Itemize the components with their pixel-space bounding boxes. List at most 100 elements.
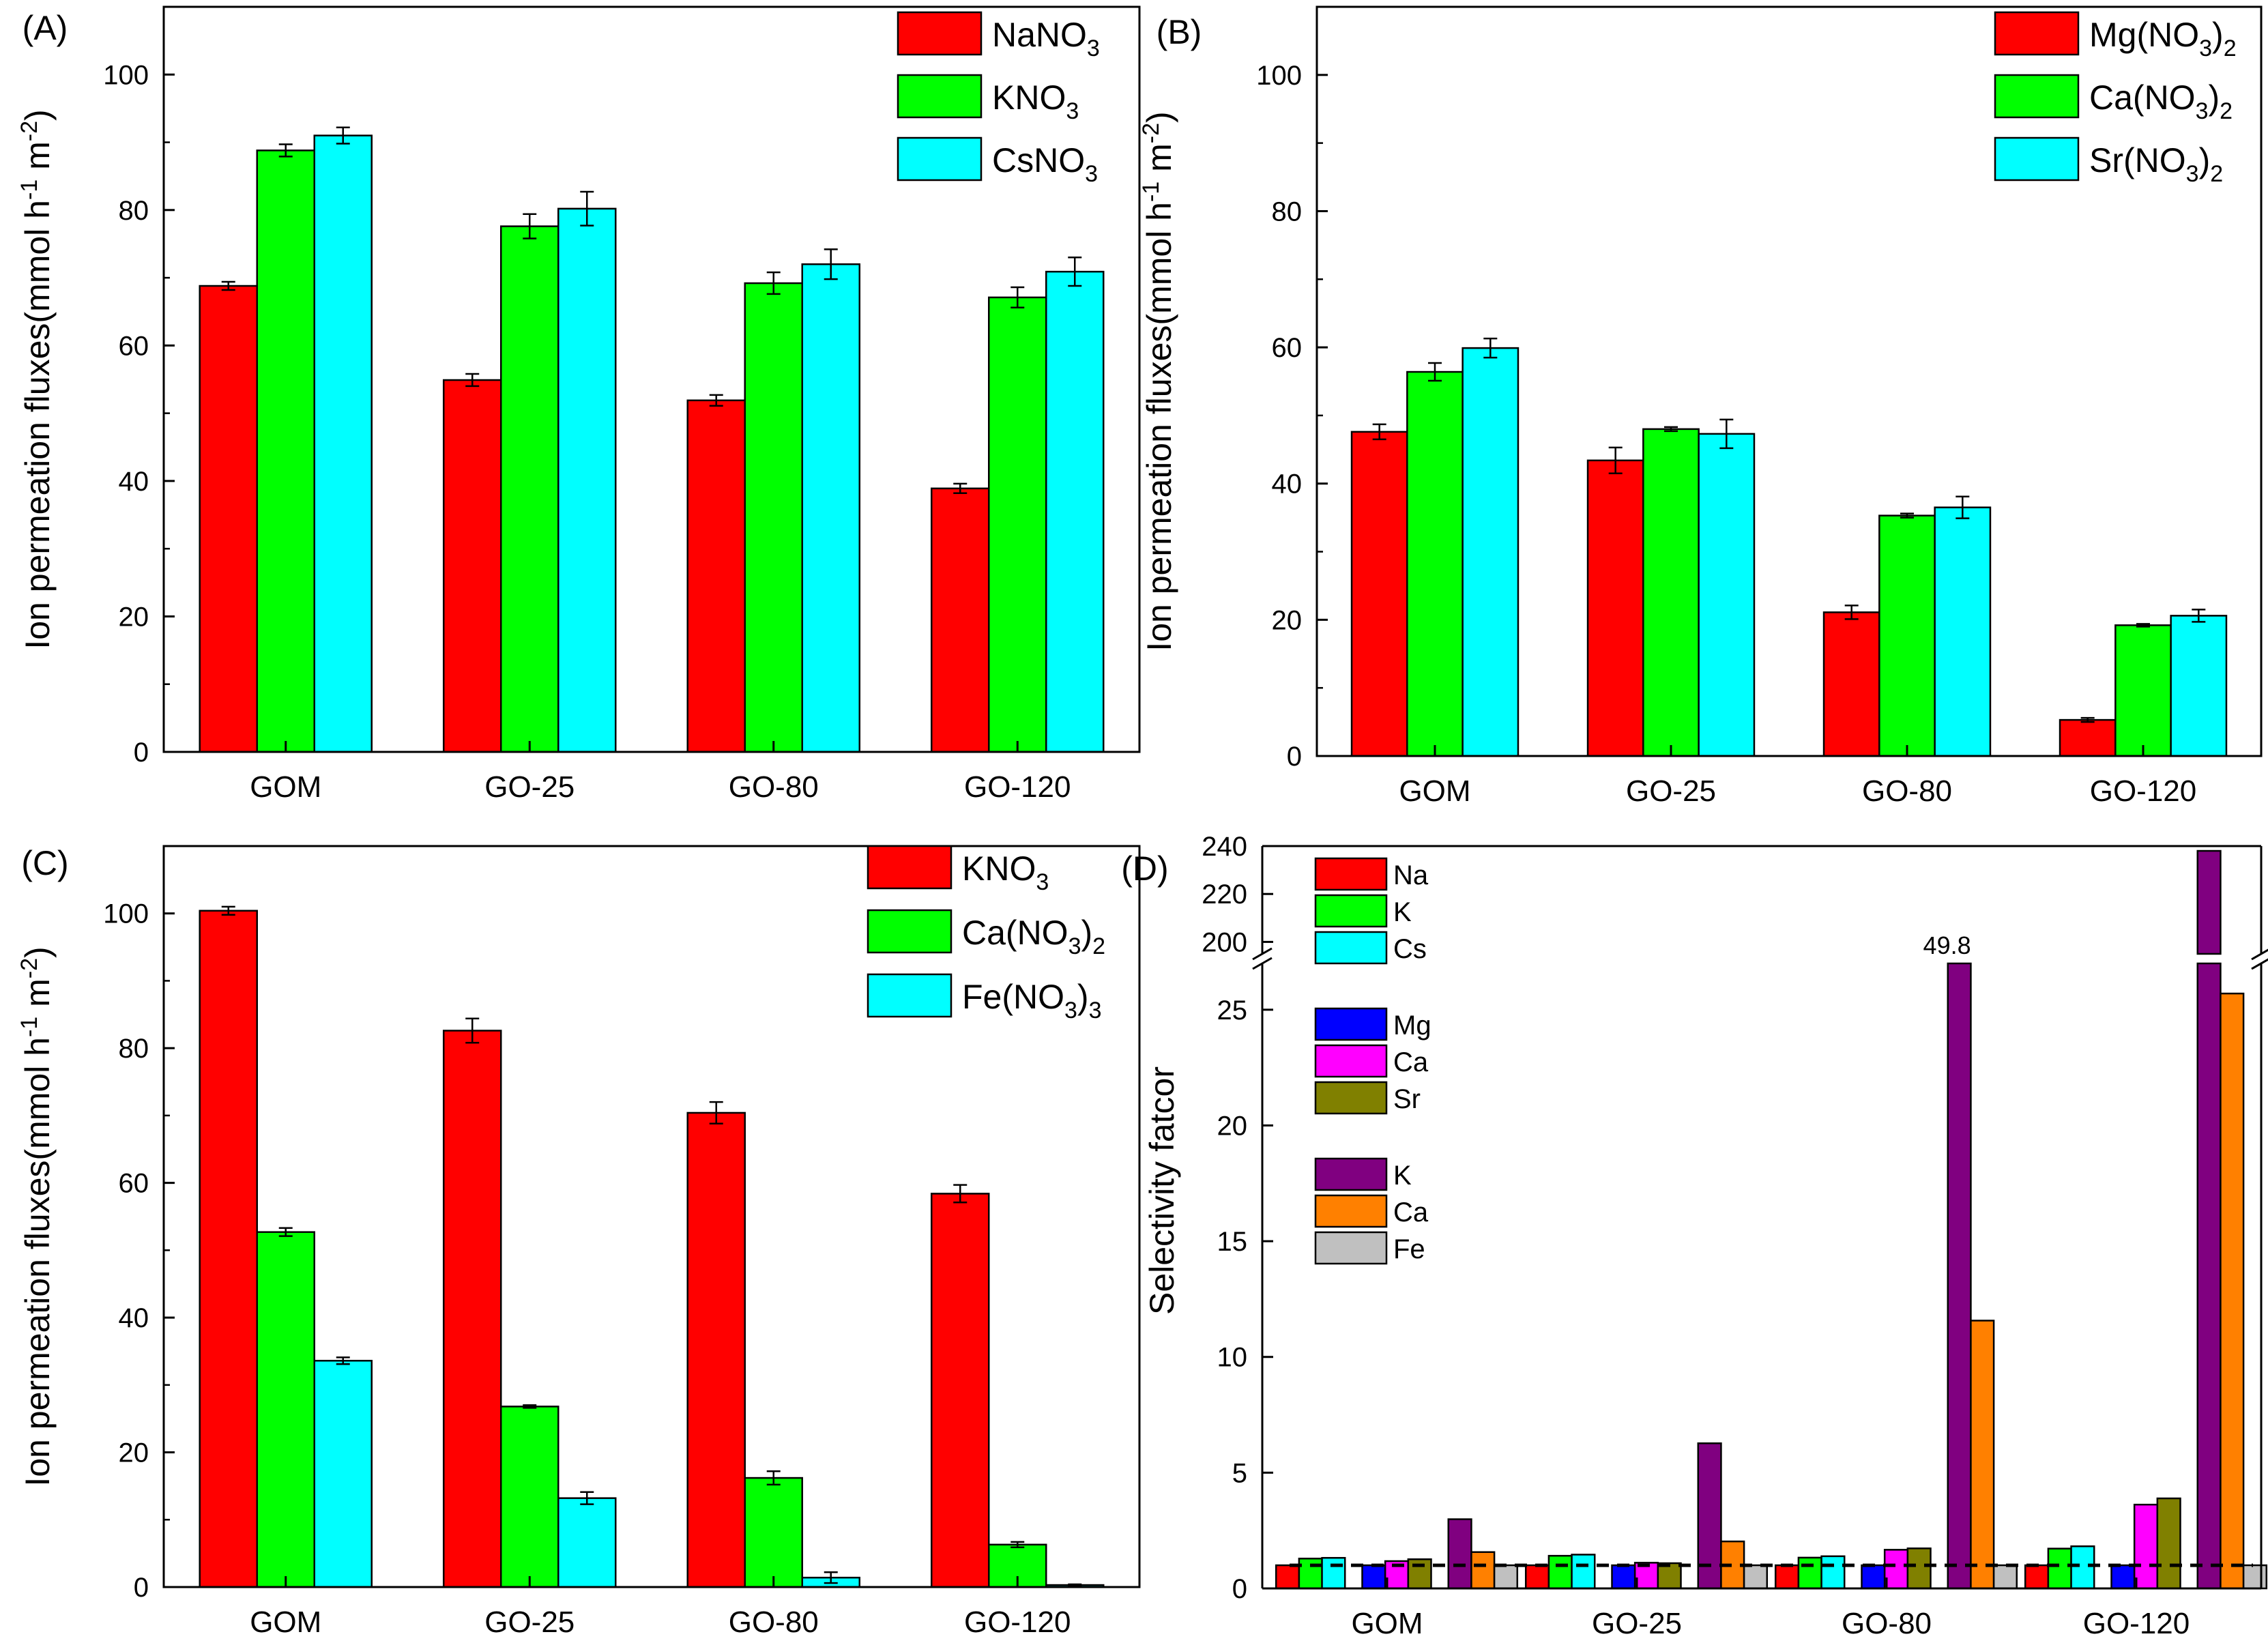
bar: [1970, 1320, 1995, 1590]
legend-swatch: [867, 973, 953, 1018]
legend-label: Sr(NO3)2: [2089, 141, 2223, 187]
legend-swatch: [1314, 1157, 1388, 1191]
legend-swatch: [1314, 1044, 1388, 1078]
bar: [313, 1360, 373, 1588]
bar: [1992, 1564, 2018, 1590]
y-tick-label: 40: [119, 1303, 149, 1333]
y-tick-label: 25: [1217, 995, 1248, 1026]
y-tick-label: 20: [119, 1438, 149, 1468]
bar: [801, 263, 861, 753]
y-tick-label: 100: [103, 899, 149, 929]
bar: [930, 1193, 990, 1588]
legend-label: NaNO3: [992, 16, 1100, 61]
bar: [2070, 1545, 2095, 1590]
legend-label: Mg: [1393, 1010, 1431, 1041]
legend-swatch: [867, 845, 953, 890]
bar: [199, 285, 258, 753]
x-tick-label: GO-25: [484, 1605, 575, 1639]
plot-frame: [162, 845, 1141, 1588]
y-tick-label: 10: [1217, 1343, 1248, 1373]
bar: [1586, 459, 1644, 757]
bar: [557, 1497, 617, 1588]
legend-label: Sr: [1393, 1084, 1421, 1114]
x-tick-label: GO-25: [1626, 774, 1716, 808]
legend-swatch: [1994, 74, 2080, 119]
y-tick-label: 60: [119, 331, 149, 361]
bar: [1406, 370, 1464, 757]
legend-label: Ca(NO3)2: [962, 914, 1105, 959]
axis-break-mark: [2251, 958, 2268, 970]
bar: [1524, 1564, 1550, 1590]
y-tick-label: 5: [1232, 1458, 1247, 1488]
legend-label: Cs: [1393, 934, 1427, 964]
chart-panel-2: 0 20 40 60 80 100 GOM GO-25 GO-80 GO-120 (B) Ion pe…: [1138, 5, 2263, 808]
bar: [1698, 433, 1756, 757]
bar: [686, 1111, 746, 1588]
bar: [2170, 615, 2228, 757]
axis-break-mark: [1252, 947, 1273, 961]
y-tick-label: 200: [1202, 927, 1247, 957]
legend-swatch: [897, 74, 983, 119]
bar: [1774, 1564, 1800, 1590]
bar: [1298, 1557, 1323, 1590]
y-tick-label: 100: [103, 60, 149, 90]
bar: [2133, 1503, 2159, 1590]
y-tick-label: 80: [119, 196, 149, 226]
legend-swatch: [897, 136, 983, 181]
y-axis-label: Selectivity fatcor: [1143, 1066, 1181, 1315]
y-tick-label: 20: [119, 602, 149, 632]
x-tick-label: GO-120: [964, 770, 1071, 804]
bar: [2114, 624, 2172, 757]
bar: [1462, 347, 1520, 757]
bar: [1571, 1554, 1596, 1590]
y-tick-label: 60: [1272, 333, 1303, 363]
bar: [2059, 718, 2117, 757]
x-tick-label: GO-25: [484, 770, 575, 804]
legend-swatch: [1314, 894, 1388, 928]
legend-label: K: [1393, 1161, 1412, 1191]
x-tick-label: GO-80: [729, 770, 819, 804]
x-tick-label: GO-25: [1592, 1607, 1682, 1640]
legend-swatch: [1314, 1231, 1388, 1265]
legend-swatch: [867, 909, 953, 954]
bar: [1820, 1555, 1846, 1590]
bar: [744, 1477, 804, 1588]
y-tick-label: 40: [119, 467, 149, 497]
bar: [256, 1231, 316, 1588]
panel-label: (B): [1157, 13, 1202, 51]
bar: [442, 379, 502, 753]
x-tick-label: GOM: [1351, 1607, 1423, 1640]
legend-label: KNO3: [992, 78, 1079, 124]
axis-break-mark: [1252, 957, 1273, 970]
x-tick-label: GO-80: [1862, 774, 1952, 808]
y-tick-label: 20: [1272, 605, 1303, 635]
bar: [2024, 1564, 2050, 1590]
legend-swatch: [1994, 136, 2080, 181]
x-tick-label: GO-120: [2083, 1607, 2190, 1640]
y-tick-label: 0: [134, 1573, 149, 1603]
y-axis-label: Ion permeation fluxes(mmol h-1 m-2): [16, 946, 57, 1486]
bar: [2220, 992, 2245, 1590]
x-tick-label: GO-120: [2090, 774, 2197, 808]
bar: [1743, 1564, 1769, 1590]
y-tick-label: 80: [1272, 197, 1303, 227]
bar: [1447, 1518, 1472, 1590]
x-tick-label: GO-120: [964, 1605, 1071, 1639]
bar: [1361, 1564, 1386, 1590]
bar: [1642, 428, 1700, 757]
legend-label: Ca: [1393, 1047, 1429, 1077]
bar: [1045, 270, 1105, 753]
legend-swatch: [1314, 1007, 1388, 1041]
bar: [2110, 1564, 2136, 1590]
legend-swatch: [1994, 11, 2080, 56]
legend-label: Ca(NO3)2: [2089, 78, 2233, 124]
chart-panel-4: 49.8 0 5 10 15 20 25 200 220 240 GOM GO-25 GO-80 GO-1…: [1121, 832, 2268, 1640]
bar: [2156, 1497, 2181, 1590]
bar: [1861, 1564, 1886, 1590]
bar: [1321, 1556, 1346, 1590]
legend-label: KNO3: [962, 849, 1049, 895]
legend-label: Mg(NO3)2: [2089, 16, 2237, 61]
bar: [256, 149, 316, 753]
legend-label: K: [1393, 897, 1412, 927]
